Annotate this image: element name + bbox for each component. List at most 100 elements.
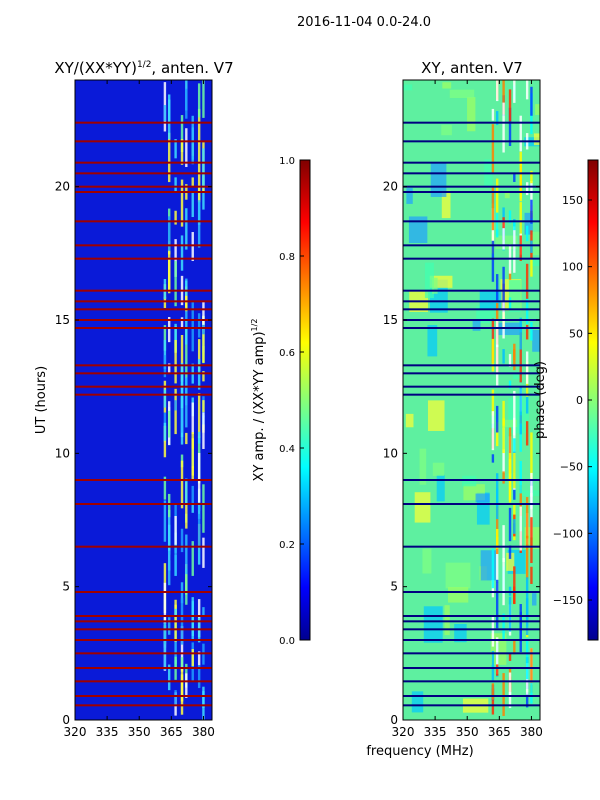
- freq-streak-segment: [502, 418, 505, 454]
- freq-streak-segment: [191, 503, 194, 513]
- freq-streak-segment: [495, 579, 499, 629]
- phase-patch: [408, 216, 428, 243]
- freq-streak-segment: [495, 664, 499, 676]
- phase-patch: [427, 400, 445, 431]
- phase-patch: [442, 82, 452, 89]
- freq-streak-segment: [191, 115, 194, 165]
- freq-streak-segment: [191, 649, 194, 667]
- freq-streak-segment: [495, 212, 499, 238]
- bad-row: [403, 364, 540, 367]
- freq-streak-segment: [202, 301, 205, 325]
- colorbar1-tick-label: 0.0: [279, 636, 295, 647]
- colorbar2-tick-label: −50: [560, 461, 583, 474]
- bad-row: [403, 695, 540, 697]
- freq-streak-segment: [530, 472, 533, 497]
- freq-streak-segment: [174, 515, 177, 545]
- freq-streak-segment: [180, 235, 184, 271]
- freq-streak-segment: [174, 139, 177, 159]
- freq-streak-segment: [202, 686, 205, 708]
- freq-streak-segment: [197, 513, 201, 547]
- freq-streak-segment: [530, 86, 533, 116]
- freq-streak-segment: [495, 528, 499, 549]
- freq-streak-segment: [202, 80, 205, 118]
- bad-row: [75, 503, 212, 505]
- chart1-freq-streaks: [163, 80, 205, 720]
- bad-row: [403, 191, 540, 193]
- freq-streak-segment: [191, 485, 194, 504]
- freq-streak-segment: [513, 566, 516, 604]
- bad-row: [75, 615, 212, 617]
- freq-streak-segment: [491, 688, 495, 715]
- freq-streak-segment: [513, 226, 516, 273]
- freq-streak-segment: [491, 338, 495, 372]
- freq-streak-segment: [174, 339, 177, 384]
- bad-row: [403, 327, 540, 329]
- ytick-label: 10: [55, 446, 70, 460]
- freq-streak-segment: [202, 371, 205, 382]
- freq-streak-segment: [202, 400, 205, 413]
- phase-patch: [432, 277, 438, 294]
- freq-streak-segment: [495, 320, 499, 348]
- freq-streak-segment: [202, 607, 205, 616]
- freq-streak-segment: [495, 111, 499, 126]
- freq-streak-segment: [502, 557, 505, 606]
- freq-streak-segment: [508, 507, 512, 542]
- bad-row: [403, 300, 540, 303]
- freq-streak-segment: [180, 179, 184, 227]
- freq-streak-segment: [197, 431, 201, 444]
- freq-streak-segment: [508, 89, 512, 122]
- freq-streak-segment: [202, 537, 205, 568]
- freq-streak-segment: [174, 210, 177, 225]
- freq-streak-segment: [191, 177, 194, 187]
- freq-streak-segment: [185, 478, 188, 505]
- bad-row: [75, 185, 212, 188]
- bad-row: [75, 695, 212, 697]
- bad-row: [75, 327, 212, 329]
- bad-row: [75, 257, 212, 260]
- colorbar1-tick-label: 0.6: [279, 348, 295, 359]
- freq-streak-segment: [508, 596, 512, 632]
- freq-streak-segment: [163, 296, 167, 309]
- freq-streak-segment: [519, 317, 522, 350]
- bad-row: [403, 289, 540, 292]
- freq-streak-segment: [491, 411, 495, 451]
- bad-row: [75, 308, 212, 311]
- freq-streak-segment: [491, 240, 495, 282]
- freq-streak-segment: [197, 83, 201, 118]
- freq-streak-segment: [530, 648, 533, 693]
- freq-streak-segment: [491, 548, 495, 589]
- bad-row: [75, 667, 212, 669]
- freq-streak-segment: [508, 652, 512, 661]
- freq-streak-segment: [167, 664, 171, 691]
- freq-streak-segment: [519, 506, 522, 551]
- freq-streak-segment: [525, 263, 529, 299]
- ytick-label: 5: [390, 580, 398, 594]
- ytick-label: 0: [390, 713, 398, 727]
- freq-streak-segment: [513, 390, 516, 436]
- chart1-title: XY/(XX*YY)1/2, anten. V7: [54, 59, 233, 77]
- xtick-label: 365: [160, 725, 183, 739]
- bad-row: [403, 220, 540, 223]
- freq-streak-segment: [167, 493, 171, 518]
- freq-streak-segment: [163, 325, 167, 351]
- chart2-frame: [402, 79, 541, 721]
- ytick-label: 20: [55, 180, 70, 194]
- bad-row: [403, 372, 540, 375]
- freq-streak-segment: [197, 393, 201, 439]
- colorbar1-label-main: XY amp. / (XX*YY amp): [252, 331, 267, 481]
- freq-streak-segment: [508, 380, 512, 389]
- bad-row: [403, 545, 540, 548]
- freq-streak-segment: [163, 422, 167, 441]
- phase-patch: [531, 231, 540, 256]
- xtick-label: 365: [488, 725, 511, 739]
- freq-streak-segment: [530, 566, 533, 584]
- freq-streak-segment: [180, 115, 184, 152]
- freq-streak-segment: [197, 162, 201, 203]
- freq-streak-segment: [502, 613, 505, 640]
- bad-row: [403, 185, 540, 188]
- freq-streak-segment: [513, 519, 516, 534]
- chart2-phase-patches: [403, 82, 540, 713]
- freq-streak-segment: [180, 460, 184, 509]
- freq-streak-segment: [525, 535, 529, 580]
